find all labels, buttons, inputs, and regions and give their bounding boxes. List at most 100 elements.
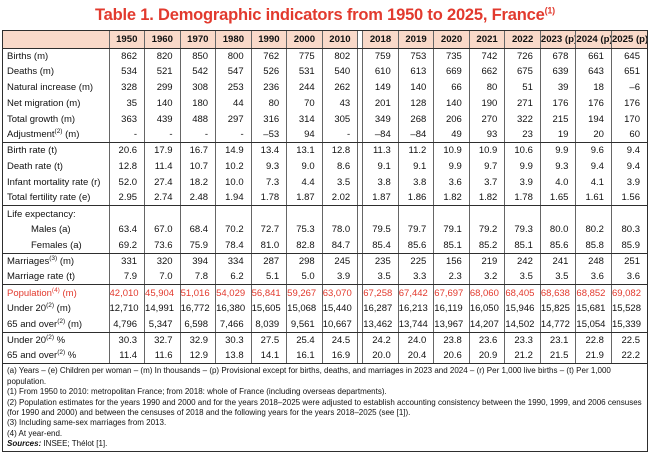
cell-value: 63,070 — [321, 284, 358, 301]
cell-value: 1.56 — [610, 190, 647, 207]
cell-value: 299 — [144, 79, 181, 96]
period-gap — [357, 284, 364, 301]
cell-value: 4.1 — [575, 174, 612, 191]
cell-value: 802 — [321, 48, 358, 64]
cell-value: 13.4 — [250, 142, 287, 159]
cell-value: - — [108, 126, 145, 144]
cell-value: 20.9 — [468, 348, 505, 365]
cell-value: 253 — [215, 79, 252, 96]
cell-value — [250, 205, 287, 222]
cell-value: 15,440 — [321, 300, 358, 317]
cell-value: 45,904 — [144, 284, 181, 301]
row-label: Life expectancy: — [3, 206, 109, 222]
cell-value: 10.6 — [504, 142, 541, 159]
cell-value: 24.5 — [321, 332, 358, 349]
cell-value: 662 — [468, 63, 505, 80]
cell-value: 235 — [362, 253, 399, 270]
cell-value: 225 — [397, 253, 434, 270]
cell-value: 70.2 — [215, 221, 252, 238]
cell-value: 219 — [468, 253, 505, 270]
cell-value: 10.0 — [215, 174, 252, 191]
cell-value: 3.9 — [504, 174, 541, 191]
cell-value: 9.4 — [610, 142, 647, 159]
table-row: Death rate (t) 12.8 11.4 10.7 10.2 9.3 9.0 8.6 9… — [3, 158, 647, 175]
cell-value: 5.0 — [286, 269, 323, 286]
table-row: Total growth (m) 363 439 488 297 316 314 305 349… — [3, 111, 647, 127]
cell-value: 85.6 — [539, 237, 576, 254]
cell-value: 66 — [433, 79, 470, 96]
cell-value: 85.2 — [468, 237, 505, 254]
cell-value: - — [144, 126, 181, 144]
cell-value: 7.9 — [108, 269, 145, 286]
cell-value: 1.82 — [468, 190, 505, 207]
cell-value: 6.2 — [215, 269, 252, 286]
cell-value: 42,010 — [108, 284, 145, 301]
cell-value: 22.2 — [610, 348, 647, 365]
cell-value: 10.9 — [433, 142, 470, 159]
cell-value: 3.8 — [397, 174, 434, 191]
row-label-superscript: (3) — [49, 254, 58, 262]
row-label: 65 and over(2) % — [3, 348, 109, 365]
sources-text: INSEE; Thélot [1]. — [41, 439, 108, 449]
table-row: Adjustment(2) (m) - - - - –53 94- –84 –84 49 93 23 1… — [3, 126, 647, 144]
cell-value: 15,605 — [250, 300, 287, 317]
cell-value: 3.8 — [362, 174, 399, 191]
table-title-superscript: (1) — [544, 5, 556, 16]
table-row: Net migration (m) 35 140 180 44 80 70 43 201 128 1… — [3, 95, 647, 112]
table-row: Total fertility rate (e) 2.95 2.74 2.48 1.94… — [3, 190, 647, 207]
cell-value: 726 — [504, 48, 541, 64]
cell-value: 1.78 — [504, 190, 541, 207]
cell-value: 542 — [179, 63, 216, 80]
cell-value — [321, 205, 358, 222]
table-row: Birth rate (t) 20.6 17.9 16.7 14.9 13.4 13.1 12… — [3, 142, 647, 159]
table-row: Deaths (m) 534 521 542 547 526 531 540 610 613 669… — [3, 63, 647, 80]
cell-value — [468, 205, 505, 222]
cell-value: 1.65 — [539, 190, 576, 207]
cell-value: 3.2 — [468, 269, 505, 286]
cell-value: 316 — [250, 111, 287, 127]
row-label-suffix: (m) — [62, 129, 80, 141]
cell-value: 669 — [433, 63, 470, 80]
cell-value: 439 — [144, 111, 181, 127]
cell-value: 2.48 — [179, 190, 216, 207]
cell-value: 3.5 — [321, 174, 358, 191]
cell-value: 15,825 — [539, 300, 576, 317]
cell-value: 14,991 — [144, 300, 181, 317]
cell-value: 80 — [468, 79, 505, 96]
cell-value: 1.86 — [397, 190, 434, 207]
sources-label: Sources: — [7, 439, 42, 449]
cell-value: 678 — [539, 48, 576, 64]
cell-value: 85.9 — [610, 237, 647, 254]
row-label: Population(4) (m) — [3, 285, 109, 301]
period-gap — [357, 174, 364, 191]
cell-value: 72.7 — [250, 221, 287, 238]
cell-value: 287 — [250, 253, 287, 270]
year-header-row: 1950 1960 1970 1980 1990 2000 2010 2018 … — [3, 31, 647, 49]
period-gap — [357, 95, 364, 112]
cell-value: 862 — [108, 48, 145, 64]
cell-value: 94 — [286, 126, 323, 144]
cell-value: 20 — [575, 126, 612, 144]
cell-value: 85.6 — [397, 237, 434, 254]
cell-value: 9.4 — [575, 158, 612, 175]
cell-value: - — [321, 126, 358, 144]
cell-value: 30.3 — [108, 332, 145, 349]
cell-value: 9.7 — [468, 158, 505, 175]
period-gap — [357, 221, 364, 238]
cell-value: 645 — [610, 48, 647, 64]
year-header: 2021 — [468, 31, 505, 49]
year-header: 2022 — [504, 31, 541, 49]
row-label-text: Life expectancy: — [7, 208, 76, 220]
cell-value: 394 — [179, 253, 216, 270]
row-label-suffix: (m) — [54, 303, 71, 315]
cell-value: 10.2 — [215, 158, 252, 175]
row-label-text: Females (a) — [31, 239, 82, 251]
cell-value: 79.3 — [504, 221, 541, 238]
cell-value: 3.7 — [468, 174, 505, 191]
cell-value — [610, 205, 647, 222]
row-label-suffix: % — [54, 334, 66, 346]
footnote-1: (1) From 1950 to 2010: metropolitan Fran… — [7, 387, 387, 397]
cell-value: 68,405 — [504, 284, 541, 301]
row-label-suffix: (m) — [57, 256, 75, 267]
table-row: Infant mortality rate (r) 52.0 27.4 18.2 10.… — [3, 174, 647, 191]
